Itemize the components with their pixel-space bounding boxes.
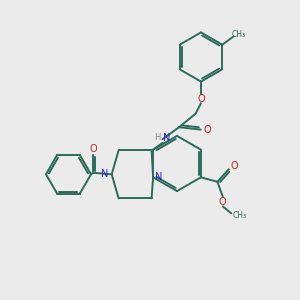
Text: N: N — [163, 133, 170, 143]
Text: CH₃: CH₃ — [232, 30, 246, 39]
Text: CH₃: CH₃ — [232, 211, 247, 220]
Text: H: H — [154, 133, 160, 142]
Text: O: O — [89, 144, 97, 154]
Text: O: O — [197, 94, 205, 104]
Text: O: O — [203, 124, 211, 135]
Text: N: N — [155, 172, 162, 182]
Text: O: O — [219, 197, 226, 207]
Text: O: O — [230, 160, 238, 171]
Text: N: N — [101, 169, 109, 179]
